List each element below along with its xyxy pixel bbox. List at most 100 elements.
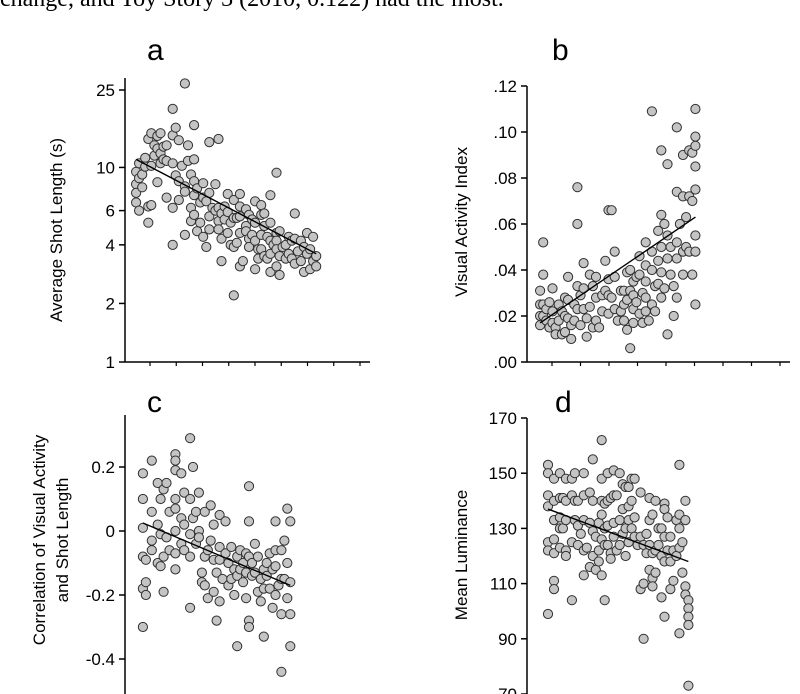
panel-c-data-point bbox=[170, 564, 181, 575]
panel-b-data-point bbox=[659, 283, 670, 294]
panel-a-data-point bbox=[179, 229, 190, 240]
panel-a-data-point bbox=[237, 256, 248, 267]
panel-d-data-point bbox=[638, 633, 649, 644]
panel-a-data-point bbox=[195, 217, 206, 228]
panel-d-data-point bbox=[569, 468, 581, 479]
panel-d-trend-line bbox=[547, 508, 689, 563]
panel-d-data-point bbox=[614, 468, 625, 479]
panel-d-data-point bbox=[665, 531, 676, 542]
panel-c-ytick-label: -0.2 bbox=[86, 586, 115, 605]
panel-b-data-point bbox=[646, 264, 658, 276]
panel-c-data-point bbox=[220, 516, 231, 527]
panel-a-data-point bbox=[161, 140, 172, 151]
panel-c-data-point bbox=[187, 461, 199, 473]
panel-a-data-point bbox=[189, 120, 200, 131]
panel-c-ytick-label: -0.4 bbox=[86, 650, 115, 669]
panel-a-data-point bbox=[274, 269, 285, 281]
panel-b-ytick-label: .10 bbox=[493, 123, 517, 142]
panel-a-data-point bbox=[271, 167, 282, 178]
panel-c-ylabel-line1: Correlation of Visual Activity bbox=[30, 434, 49, 645]
panel-c-ytick-label: 0.2 bbox=[91, 458, 115, 477]
panel-b-data-point bbox=[640, 276, 651, 287]
panel-a-data-point bbox=[216, 233, 227, 244]
panel-d-ytick-label: 130 bbox=[489, 519, 517, 538]
panel-a-data-point bbox=[250, 264, 261, 275]
panel-c-trend-line bbox=[142, 522, 291, 587]
panel-d-data-point bbox=[674, 628, 685, 639]
panel-c-data-point bbox=[170, 548, 181, 559]
panel-d-data-point bbox=[674, 459, 685, 470]
panel-a-data-point bbox=[213, 133, 224, 145]
panel-a-data-point bbox=[155, 128, 166, 139]
panel-b-data-point bbox=[646, 106, 658, 117]
panel-b-data-point bbox=[656, 292, 667, 303]
panel-a-data-point bbox=[222, 227, 233, 239]
panel-d-data-point bbox=[599, 595, 610, 606]
panel-d-data-point bbox=[596, 509, 607, 520]
panel-a-data-point bbox=[222, 188, 233, 200]
panel-c-data-point bbox=[199, 580, 210, 591]
panel-d-data-point bbox=[653, 539, 664, 551]
panel-b-data-point bbox=[575, 320, 586, 331]
panel-d-data-point bbox=[659, 611, 670, 622]
panel-b-data-point bbox=[572, 182, 583, 193]
panel-d: d Mean Luminance 70 90 110 130 150 170 bbox=[452, 386, 694, 694]
panel-b-data-point bbox=[662, 253, 673, 264]
panel-d-data-point bbox=[668, 575, 679, 586]
panel-b-data-point bbox=[584, 301, 595, 312]
panel-b-data-point bbox=[690, 131, 701, 142]
panel-a-data-point bbox=[173, 194, 184, 206]
panel-c-data-point bbox=[137, 621, 148, 633]
panel-b-data-point bbox=[581, 313, 592, 324]
panel-d-data-point bbox=[680, 515, 691, 526]
panel-d-data-point bbox=[578, 570, 589, 581]
panel-b-data-point bbox=[690, 103, 701, 115]
panel-c-data-point bbox=[267, 602, 278, 613]
panel-a-data-point bbox=[295, 256, 306, 267]
panel-d-data-point bbox=[674, 523, 685, 534]
panel-b-data-point bbox=[681, 212, 692, 223]
panel-b-data-point bbox=[656, 209, 667, 220]
panel-c-data-point bbox=[246, 557, 258, 569]
panel-a-data-point bbox=[179, 186, 190, 197]
panel-c-data-point bbox=[205, 500, 216, 511]
panel-b-data-point bbox=[690, 246, 701, 257]
panel-c-data-point bbox=[211, 615, 222, 626]
panel-d-data-point bbox=[548, 584, 560, 595]
panel-d-data-point bbox=[575, 528, 586, 540]
panel-d-data-point bbox=[596, 435, 607, 446]
panel-a-data-point bbox=[189, 154, 200, 165]
panel-b-data-point bbox=[559, 327, 571, 338]
panel-b-ytick-label: .06 bbox=[493, 215, 517, 234]
panel-c-data-point bbox=[211, 567, 222, 578]
panel-d-data-point bbox=[581, 542, 592, 553]
panel-c-data-point bbox=[214, 596, 225, 607]
panel-d-data-point bbox=[614, 539, 625, 551]
caption-text: change, and Toy Story 3 (2010, 0.122) ha… bbox=[0, 0, 800, 13]
panel-b-data-point bbox=[547, 283, 558, 294]
panel-c-ytick-label: 0 bbox=[106, 522, 115, 541]
panel-b-data-point bbox=[690, 161, 701, 172]
panel-c-data-point bbox=[140, 589, 151, 601]
panel-b-data-point bbox=[618, 315, 630, 326]
panel-c-data-point bbox=[232, 641, 243, 652]
panel-d-data-point bbox=[656, 592, 667, 603]
panel-c-data-point bbox=[243, 621, 255, 633]
panel-b-letter: b bbox=[552, 34, 569, 67]
panel-c-data-point bbox=[270, 516, 281, 527]
panel-b-data-point bbox=[677, 269, 689, 280]
panel-d-data-point bbox=[629, 512, 640, 523]
panel-b-data-point bbox=[594, 322, 605, 333]
panel-c-data-point bbox=[170, 493, 181, 505]
panel-b-data-point bbox=[538, 237, 549, 248]
panel-a-data-point bbox=[137, 182, 148, 193]
panel-c-data-point bbox=[155, 493, 166, 505]
panel-a-data-point bbox=[143, 217, 154, 228]
panel-d-data-point bbox=[578, 468, 589, 479]
panel-d-ytick-label: 90 bbox=[498, 630, 517, 649]
panel-a-data-point bbox=[198, 178, 209, 189]
panel-b-data-point bbox=[640, 237, 651, 248]
panel-c-data-point bbox=[158, 551, 169, 562]
panel-b-data-point bbox=[690, 184, 701, 195]
panel-b-data-point bbox=[566, 333, 577, 345]
